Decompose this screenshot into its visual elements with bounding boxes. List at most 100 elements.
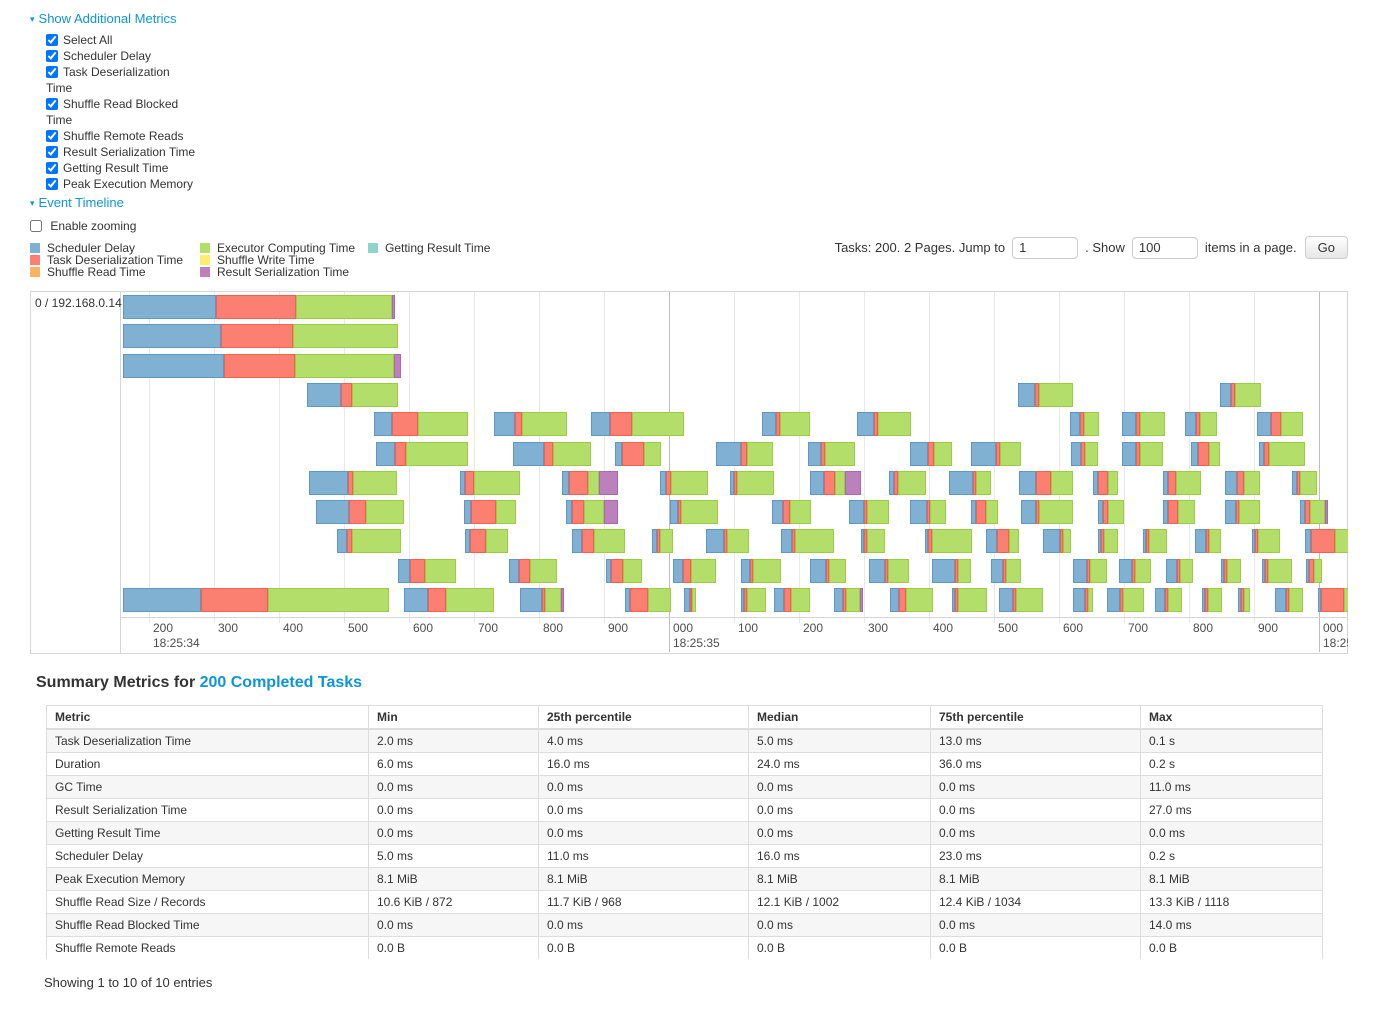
task-bar[interactable] — [670, 500, 718, 524]
task-bar[interactable] — [1191, 442, 1220, 466]
task-bar[interactable] — [1098, 529, 1118, 553]
task-bar[interactable] — [123, 588, 389, 612]
jump-to-page-input[interactable] — [1012, 236, 1079, 259]
metric-checkbox-row-shuffle-read-blocked-time[interactable]: Shuffle Read Blocked Time — [46, 97, 179, 127]
task-bar[interactable] — [398, 559, 456, 583]
task-bar[interactable] — [781, 529, 834, 553]
task-bar[interactable] — [673, 559, 716, 583]
completed-tasks-link[interactable]: 200 Completed Tasks — [199, 674, 363, 691]
task-bar[interactable] — [1043, 529, 1071, 553]
task-bar[interactable] — [562, 471, 618, 495]
task-bar[interactable] — [1021, 500, 1073, 524]
task-bar[interactable] — [1119, 559, 1151, 583]
task-bar[interactable] — [404, 588, 494, 612]
task-bar[interactable] — [1166, 559, 1193, 583]
task-bar[interactable] — [1071, 442, 1098, 466]
checkbox-scheduler-delay[interactable] — [46, 49, 58, 62]
task-bar[interactable] — [910, 500, 946, 524]
checkbox-peak-execution-memory[interactable] — [46, 177, 58, 190]
task-bar[interactable] — [1306, 559, 1322, 583]
enable-zooming-row[interactable]: Enable zooming — [30, 218, 1392, 234]
task-bar[interactable] — [808, 442, 855, 466]
task-bar[interactable] — [460, 471, 520, 495]
task-bar[interactable] — [810, 559, 846, 583]
task-bar[interactable] — [513, 442, 591, 466]
task-bar[interactable] — [307, 383, 398, 407]
task-bar[interactable] — [861, 529, 885, 553]
task-bar[interactable] — [1155, 588, 1182, 612]
metric-checkbox-row-result-serialization-time[interactable]: Result Serialization Time — [46, 144, 204, 160]
task-bar[interactable] — [494, 412, 567, 436]
task-bar[interactable] — [706, 529, 749, 553]
checkbox-shuffle-read-blocked-time[interactable] — [46, 97, 58, 110]
task-bar[interactable] — [810, 471, 861, 495]
task-bar[interactable] — [1220, 383, 1261, 407]
task-bar[interactable] — [1292, 471, 1317, 495]
task-bar[interactable] — [520, 588, 564, 612]
task-bar[interactable] — [1107, 588, 1144, 612]
task-bar[interactable] — [932, 559, 971, 583]
task-bar[interactable] — [1252, 529, 1280, 553]
task-bar[interactable] — [949, 471, 991, 495]
task-bar[interactable] — [869, 559, 909, 583]
task-bar[interactable] — [1259, 442, 1305, 466]
checkbox-task-deserialization-time[interactable] — [46, 65, 58, 78]
task-bar[interactable] — [730, 471, 774, 495]
metric-checkbox-row-shuffle-remote-reads[interactable]: Shuffle Remote Reads — [46, 128, 204, 144]
task-bar[interactable] — [741, 559, 781, 583]
checkbox-select-all[interactable] — [46, 33, 58, 46]
task-bar[interactable] — [999, 588, 1043, 612]
task-bar[interactable] — [1122, 442, 1163, 466]
task-bar[interactable] — [1262, 559, 1292, 583]
task-bar[interactable] — [1185, 412, 1217, 436]
task-bar[interactable] — [1073, 588, 1093, 612]
task-bar[interactable] — [741, 588, 766, 612]
task-bar[interactable] — [925, 529, 972, 553]
task-bar[interactable] — [1018, 383, 1073, 407]
task-bar[interactable] — [991, 559, 1021, 583]
task-bar[interactable] — [1122, 412, 1165, 436]
task-bar[interactable] — [591, 412, 684, 436]
task-bar[interactable] — [1073, 559, 1107, 583]
task-bar[interactable] — [316, 500, 404, 524]
task-bar[interactable] — [376, 442, 468, 466]
task-bar[interactable] — [309, 471, 397, 495]
metric-checkbox-row-select-all[interactable]: Select All — [46, 32, 204, 48]
page-size-input[interactable] — [1131, 236, 1198, 259]
task-bar[interactable] — [684, 588, 696, 612]
task-bar[interactable] — [849, 500, 889, 524]
task-bar[interactable] — [1098, 500, 1124, 524]
task-bar[interactable] — [615, 442, 661, 466]
task-bar[interactable] — [123, 354, 401, 378]
task-bar[interactable] — [1225, 500, 1260, 524]
task-bar[interactable] — [1221, 559, 1241, 583]
metric-checkbox-row-scheduler-delay[interactable]: Scheduler Delay — [46, 48, 204, 64]
task-bar[interactable] — [857, 412, 911, 436]
task-bar[interactable] — [1305, 529, 1348, 553]
task-bar[interactable] — [971, 500, 998, 524]
task-bar[interactable] — [834, 588, 863, 612]
task-bar[interactable] — [572, 529, 625, 553]
task-bar[interactable] — [566, 500, 618, 524]
task-bar[interactable] — [1257, 412, 1303, 436]
go-button[interactable]: Go — [1304, 236, 1348, 259]
task-bar[interactable] — [465, 529, 508, 553]
task-bar[interactable] — [1143, 529, 1167, 553]
show-additional-metrics-toggle[interactable]: ▾ Show Additional Metrics — [30, 11, 177, 26]
task-bar[interactable] — [660, 471, 708, 495]
task-bar[interactable] — [716, 442, 773, 466]
task-bar[interactable] — [1202, 588, 1222, 612]
enable-zooming-checkbox[interactable] — [30, 219, 42, 232]
task-bar[interactable] — [1163, 471, 1201, 495]
checkbox-shuffle-remote-reads[interactable] — [46, 129, 58, 142]
task-bar[interactable] — [890, 588, 933, 612]
metric-checkbox-row-task-deserialization-time[interactable]: Task Deserialization Time — [46, 65, 170, 95]
task-bar[interactable] — [1163, 500, 1195, 524]
task-bar[interactable] — [772, 500, 811, 524]
checkbox-result-serialization-time[interactable] — [46, 145, 58, 158]
task-bar[interactable] — [952, 588, 987, 612]
event-timeline-toggle[interactable]: ▾ Event Timeline — [30, 195, 124, 210]
task-bar[interactable] — [971, 442, 1021, 466]
task-bar[interactable] — [1318, 588, 1348, 612]
task-bar[interactable] — [1070, 412, 1099, 436]
